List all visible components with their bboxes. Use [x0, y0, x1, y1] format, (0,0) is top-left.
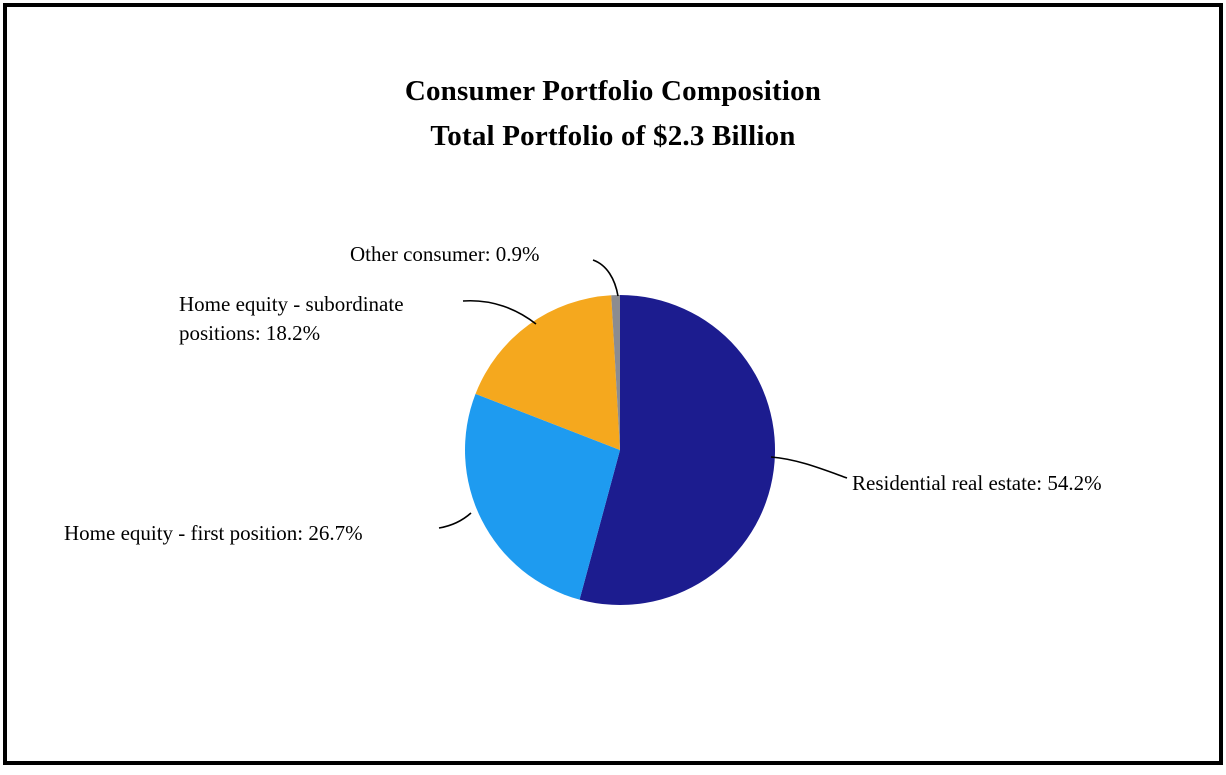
label-home-equity-first: Home equity - first position: 26.7%: [64, 519, 363, 548]
pie-chart-svg: [7, 7, 1226, 775]
leader-line-residential: [771, 457, 847, 478]
leader-line-subordinate: [463, 301, 536, 324]
leader-line-first-position: [439, 513, 471, 528]
label-residential: Residential real estate: 54.2%: [852, 469, 1102, 498]
pie-slices-group: [465, 295, 775, 605]
page-frame: Consumer Portfolio Composition Total Por…: [3, 3, 1223, 765]
leader-line-other-consumer: [593, 260, 618, 296]
label-other-consumer: Other consumer: 0.9%: [350, 240, 540, 269]
label-home-equity-subordinate: Home equity - subordinate positions: 18.…: [179, 290, 471, 349]
